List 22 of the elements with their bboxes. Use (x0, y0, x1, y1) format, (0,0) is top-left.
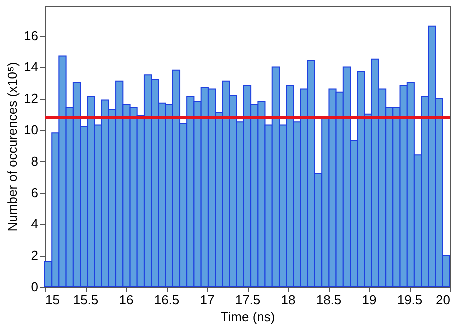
x-axis-title: Time (ns) (220, 310, 276, 324)
x-tick-label: 16 (119, 292, 134, 308)
y-tick-label: 10 (24, 122, 38, 138)
x-tick-label: 16.5 (154, 292, 180, 308)
x-tick-label: 15.5 (73, 292, 99, 308)
y-tick-label: 16 (24, 28, 38, 44)
y-axis-title: Number of occurences (x10⁵) (5, 62, 20, 232)
x-tick-label: 15 (46, 292, 60, 308)
x-tick-label: 19.5 (397, 292, 423, 308)
x-tick-label: 19 (362, 292, 377, 308)
x-tick-label: 17 (200, 292, 215, 308)
y-tick-label: 12 (24, 91, 38, 106)
x-tick-label: 18 (281, 292, 296, 308)
y-tick-label: 0 (31, 280, 38, 294)
y-tick-label: 4 (31, 216, 38, 232)
y-tick-label: 8 (31, 154, 38, 169)
y-tick-label: 14 (24, 60, 38, 75)
x-tick-label: 20 (436, 292, 450, 308)
x-tick-label: 18.5 (316, 292, 342, 308)
y-tick-label: 6 (31, 185, 38, 200)
x-tick-label: 17.5 (235, 292, 261, 308)
y-tick-label: 2 (31, 248, 38, 264)
